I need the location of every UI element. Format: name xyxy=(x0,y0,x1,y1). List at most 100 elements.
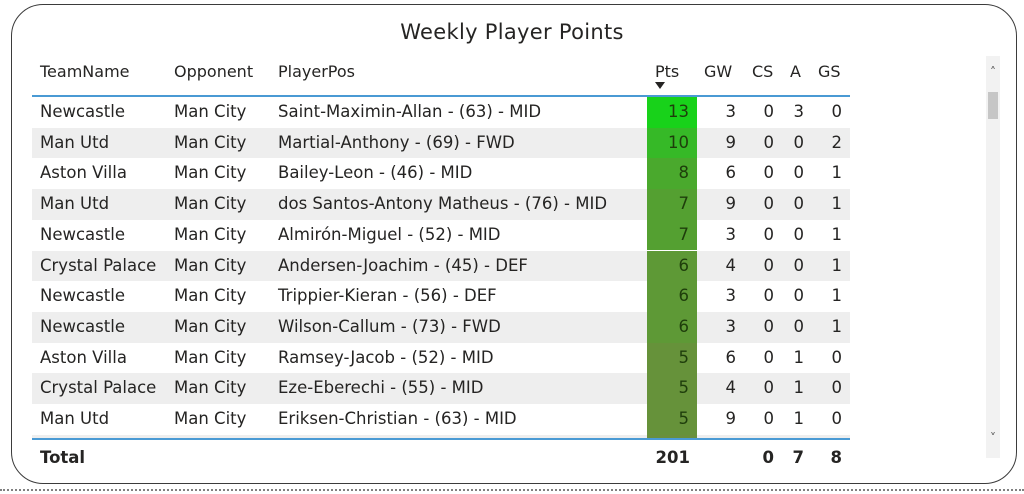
column-header-gw[interactable]: GW xyxy=(704,62,733,81)
cell-playerpos: Trippier-Kieran - (56) - DEF xyxy=(278,286,497,306)
table-row[interactable] xyxy=(32,434,850,438)
table-row[interactable]: Crystal Palace Man City Eze-Eberechi - (55… xyxy=(32,373,850,404)
cell-gw: 9 xyxy=(725,132,737,152)
cell-playerpos: Eriksen-Christian - (63) - MID xyxy=(278,409,517,428)
total-pts: 201 xyxy=(655,448,690,467)
cell-gw: 3 xyxy=(725,102,737,121)
table-row[interactable]: Newcastle Man City Wilson-Callum - (73) - … xyxy=(32,311,850,343)
cell-gw: 3 xyxy=(725,224,737,244)
column-header-cs[interactable]: CS xyxy=(752,62,774,81)
table-row[interactable]: Newcastle Man City Almirón-Miguel - (52) -… xyxy=(32,219,850,251)
visual-title: Weekly Player Points xyxy=(400,20,624,44)
cell-pts-value: 5 xyxy=(678,409,690,428)
cell-pts: 5 xyxy=(647,373,697,404)
cell-cs: 0 xyxy=(763,286,775,306)
cell-pts-value: 5 xyxy=(678,378,690,398)
table-row[interactable]: Aston Villa Man City Bailey-Leon - (46) - … xyxy=(32,158,850,190)
cell-pts: 8 xyxy=(647,158,697,190)
cell-pts: 6 xyxy=(647,250,697,282)
cell-teamname: Aston Villa xyxy=(40,347,127,367)
column-header-a[interactable]: A xyxy=(790,62,801,81)
table-row[interactable]: Man Utd Man City dos Santos-Antony Matheus… xyxy=(32,189,850,220)
cell-playerpos: Andersen-Joachim - (45) - DEF xyxy=(278,255,528,275)
column-header-pts[interactable]: Pts xyxy=(655,62,680,81)
visual-card xyxy=(11,4,1017,484)
cell-gw: 9 xyxy=(725,409,737,428)
cell-a: 3 xyxy=(793,102,805,121)
cell-pts: 13 xyxy=(647,97,697,128)
cell-gs: 1 xyxy=(831,286,843,306)
cell-pts: 6 xyxy=(647,311,697,343)
cell-opponent: Man City xyxy=(174,286,247,306)
cell-a: 1 xyxy=(793,409,805,428)
cell-teamname: Newcastle xyxy=(40,224,125,244)
cell-opponent: Man City xyxy=(174,102,247,121)
cell-pts-value: 6 xyxy=(678,255,690,275)
cell-pts-value: 7 xyxy=(678,194,690,214)
cell-opponent: Man City xyxy=(174,194,247,214)
total-label: Total xyxy=(40,448,86,467)
cell-pts: 6 xyxy=(647,281,697,312)
cell-teamname: Newcastle xyxy=(40,286,125,306)
cell-cs: 0 xyxy=(763,224,775,244)
cell-gw: 6 xyxy=(725,163,737,183)
scroll-down-icon[interactable]: ˅ xyxy=(990,431,996,445)
cell-a: 0 xyxy=(793,286,805,306)
table-row[interactable]: Crystal Palace Man City Andersen-Joachim -… xyxy=(32,250,850,282)
header-divider xyxy=(32,95,850,97)
table-row[interactable]: Aston Villa Man City Ramsey-Jacob - (52) -… xyxy=(32,342,850,374)
cell-gs: 0 xyxy=(831,378,843,398)
cell-gw: 3 xyxy=(725,316,737,336)
cell-pts-value: 6 xyxy=(678,286,690,306)
cell-a: 0 xyxy=(793,194,805,214)
cell-opponent: Man City xyxy=(174,163,247,183)
cell-pts-value: 7 xyxy=(678,224,690,244)
table-row[interactable]: Man Utd Man City Martial-Anthony - (69) - … xyxy=(32,127,850,159)
cell-cs: 0 xyxy=(763,378,775,398)
cell-teamname: Newcastle xyxy=(40,102,125,121)
column-header-gs[interactable]: GS xyxy=(818,62,841,81)
cell-cs: 0 xyxy=(763,409,775,428)
total-gs: 8 xyxy=(830,448,842,467)
cell-gs: 1 xyxy=(831,255,843,275)
cell-a: 0 xyxy=(793,163,805,183)
table-row[interactable]: Newcastle Man City Trippier-Kieran - (56) … xyxy=(32,281,850,312)
cell-teamname: Crystal Palace xyxy=(40,255,157,275)
cell-a: 0 xyxy=(793,224,805,244)
cell-a: 1 xyxy=(793,347,805,367)
cell-pts: 5 xyxy=(647,404,697,435)
cell-gw: 4 xyxy=(725,255,737,275)
table-body: Newcastle Man City Saint-Maximin-Allan - (… xyxy=(32,97,850,438)
cell-cs: 0 xyxy=(763,132,775,152)
cell-opponent: Man City xyxy=(174,378,247,398)
cell-opponent: Man City xyxy=(174,255,247,275)
cell-cs: 0 xyxy=(763,102,775,121)
cell-cs: 0 xyxy=(763,255,775,275)
cell-cs: 0 xyxy=(763,194,775,214)
column-header-teamname[interactable]: TeamName xyxy=(40,62,130,81)
cell-gs: 1 xyxy=(831,194,843,214)
cell-a: 0 xyxy=(793,132,805,152)
table-row[interactable]: Man Utd Man City Eriksen-Christian - (63) … xyxy=(32,404,850,435)
scrollbar-thumb[interactable] xyxy=(988,92,998,119)
cell-opponent: Man City xyxy=(174,347,247,367)
vertical-scrollbar[interactable] xyxy=(986,56,1000,458)
sort-descending-icon[interactable] xyxy=(655,82,665,89)
cell-teamname: Crystal Palace xyxy=(40,378,157,398)
scroll-up-icon[interactable]: ˄ xyxy=(990,65,996,79)
cell-cs: 0 xyxy=(763,347,775,367)
cell-gs: 1 xyxy=(831,224,843,244)
cell-pts-value: 10 xyxy=(668,132,689,152)
total-a: 7 xyxy=(792,448,804,467)
column-header-opponent[interactable]: Opponent xyxy=(174,62,254,81)
cell-playerpos: Eze-Eberechi - (55) - MID xyxy=(278,378,484,398)
table-row[interactable]: Newcastle Man City Saint-Maximin-Allan - (… xyxy=(32,97,850,128)
cell-pts-value: 13 xyxy=(668,102,689,121)
total-cs: 0 xyxy=(762,448,774,467)
cell-gs: 1 xyxy=(831,163,843,183)
cell-playerpos: Wilson-Callum - (73) - FWD xyxy=(278,316,501,336)
cell-opponent: Man City xyxy=(174,132,247,152)
total-divider xyxy=(32,438,850,440)
cell-opponent: Man City xyxy=(174,409,247,428)
column-header-playerpos[interactable]: PlayerPos xyxy=(278,62,355,81)
